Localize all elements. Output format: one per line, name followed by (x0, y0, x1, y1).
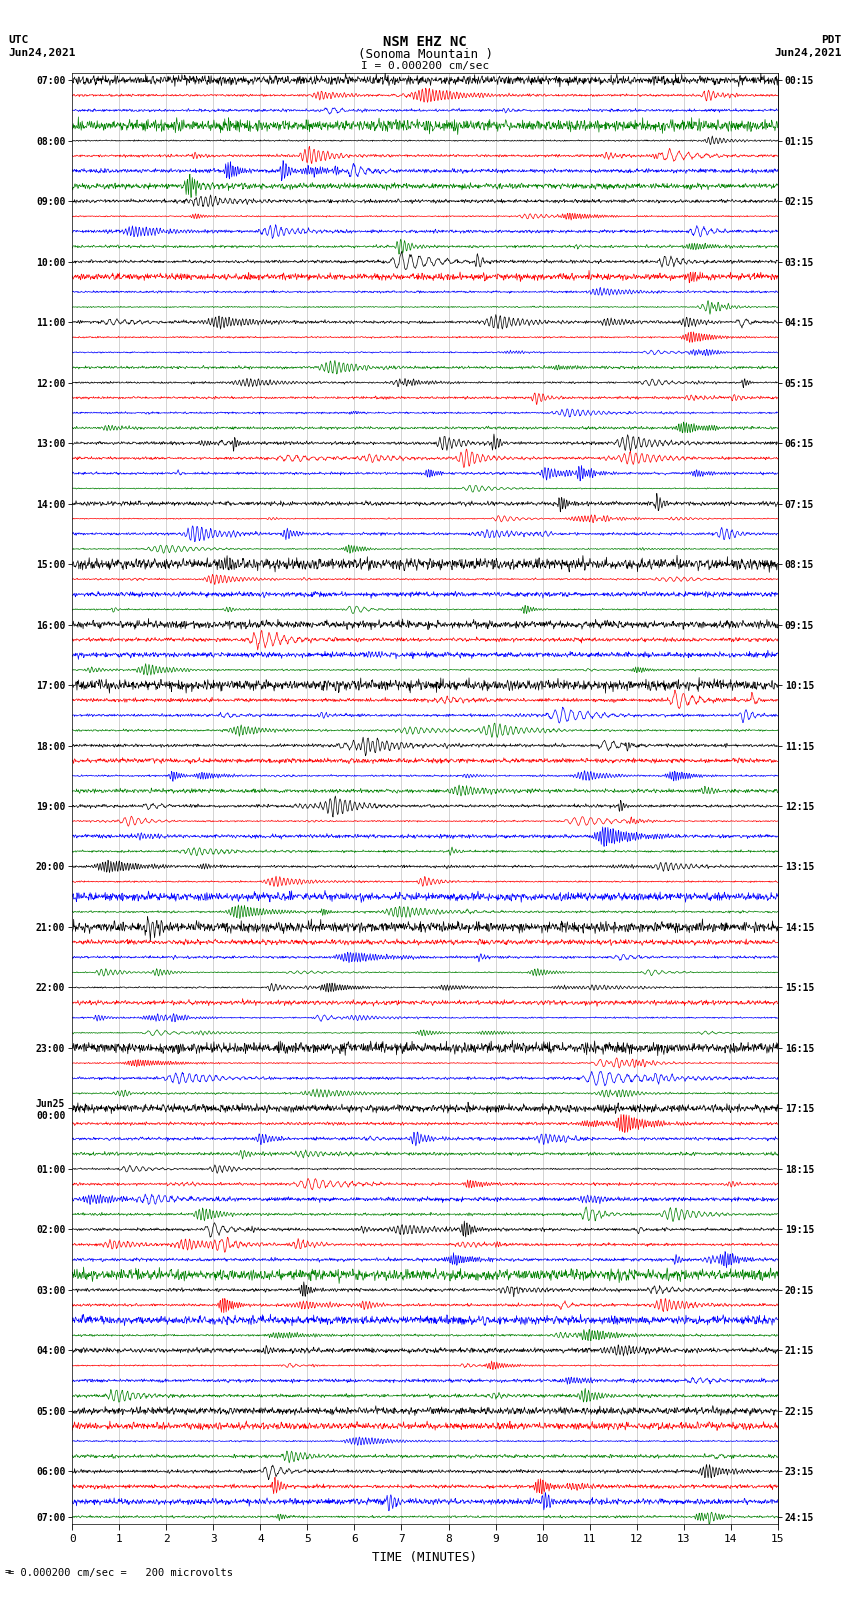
Text: NSM EHZ NC: NSM EHZ NC (383, 35, 467, 50)
Text: =: = (4, 1568, 10, 1578)
Text: Jun24,2021: Jun24,2021 (8, 48, 76, 58)
X-axis label: TIME (MINUTES): TIME (MINUTES) (372, 1552, 478, 1565)
Text: = 0.000200 cm/sec =   200 microvolts: = 0.000200 cm/sec = 200 microvolts (8, 1568, 234, 1578)
Text: (Sonoma Mountain ): (Sonoma Mountain ) (358, 48, 492, 61)
Text: Jun24,2021: Jun24,2021 (774, 48, 842, 58)
Text: UTC: UTC (8, 35, 29, 45)
Text: PDT: PDT (821, 35, 842, 45)
Text: I = 0.000200 cm/sec: I = 0.000200 cm/sec (361, 61, 489, 71)
